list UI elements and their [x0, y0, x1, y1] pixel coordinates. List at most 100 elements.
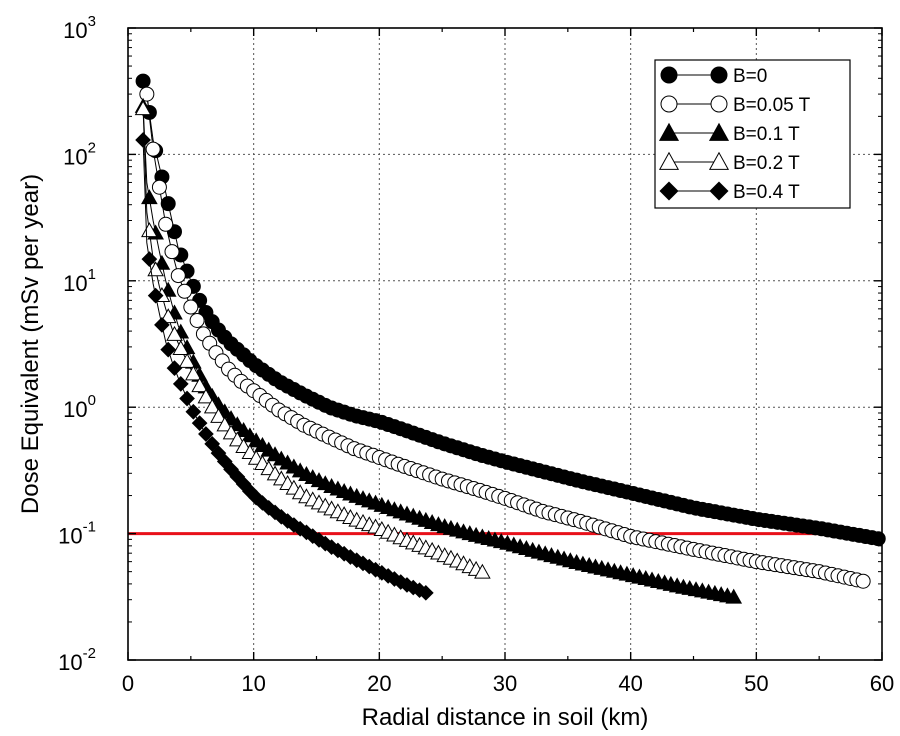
- legend-marker: [708, 122, 730, 141]
- y-tick-label: 102: [63, 139, 96, 169]
- data-point: [198, 426, 214, 442]
- data-point: [189, 312, 205, 328]
- legend-marker: [660, 95, 678, 113]
- legend: B=0 B=0.05 T B=0.1 T B=0.2 T B=0.4 T: [654, 59, 851, 209]
- y-tick-exponent: -1: [83, 519, 96, 536]
- data-point: [141, 251, 158, 267]
- y-tick-base: 10: [58, 650, 82, 675]
- y-tick-base: 10: [63, 397, 87, 422]
- y-tick-base: 10: [63, 18, 87, 43]
- data-point: [417, 584, 434, 601]
- y-tick-label: 10-2: [58, 645, 96, 675]
- data-point: [725, 588, 743, 604]
- data-point: [164, 244, 180, 260]
- y-axis-title: Dose Equivalent (mSv per year): [17, 174, 44, 514]
- data-point: [170, 268, 186, 284]
- data-point: [191, 377, 208, 393]
- data-point: [172, 340, 190, 355]
- y-tick-exponent: 2: [88, 139, 96, 156]
- legend-label: B=0.4 T: [733, 182, 800, 203]
- data-point: [172, 376, 189, 392]
- legend-marker: [710, 95, 728, 113]
- y-tick-exponent: 1: [88, 266, 96, 283]
- data-point: [185, 365, 202, 381]
- x-tick-label: 40: [618, 671, 642, 696]
- y-tick-base: 10: [58, 524, 82, 549]
- series-layer: [134, 73, 886, 604]
- legend-label: B=0.1 T: [733, 124, 800, 145]
- legend-label: B=0.05 T: [733, 95, 811, 116]
- data-point: [178, 352, 196, 368]
- legend-item: B=0: [660, 66, 767, 87]
- legend-label: B=0.2 T: [733, 153, 800, 174]
- legend-item: B=0.05 T: [660, 95, 811, 116]
- legend-marker: [710, 66, 728, 84]
- x-tick-label: 30: [493, 671, 517, 696]
- data-point: [191, 415, 208, 432]
- y-tick-exponent: -2: [83, 645, 96, 662]
- data-point: [204, 436, 221, 452]
- data-point: [160, 341, 177, 358]
- data-point: [183, 299, 199, 315]
- legend-marker: [658, 151, 680, 170]
- data-point: [229, 431, 246, 447]
- data-point: [855, 573, 871, 589]
- data-point: [216, 416, 234, 432]
- x-tick-label: 10: [241, 671, 265, 696]
- data-point: [177, 283, 193, 299]
- legend-item: B=0.2 T: [658, 151, 800, 174]
- legend-marker: [708, 151, 730, 170]
- data-point: [147, 287, 164, 304]
- y-tick-label: 103: [63, 13, 96, 43]
- data-point: [166, 360, 183, 376]
- y-tick-base: 10: [63, 271, 87, 296]
- data-point: [147, 261, 164, 277]
- data-point: [166, 325, 183, 341]
- series-0: [135, 73, 886, 547]
- legend-item: B=0.4 T: [659, 181, 800, 203]
- series-3: [134, 100, 491, 579]
- x-tick-label: 60: [870, 671, 894, 696]
- legend-marker: [709, 181, 729, 201]
- data-point: [474, 563, 491, 579]
- data-point: [135, 73, 151, 89]
- data-point: [145, 141, 161, 157]
- data-point: [159, 308, 177, 324]
- tick-layer: [127, 27, 883, 661]
- y-tick-exponent: 3: [88, 13, 96, 30]
- series-4: [135, 132, 434, 601]
- data-point: [154, 316, 170, 333]
- legend-marker: [659, 181, 679, 201]
- legend-label: B=0: [733, 66, 767, 87]
- x-tick-label: 20: [367, 671, 391, 696]
- data-point: [179, 390, 195, 407]
- legend-marker: [660, 66, 678, 84]
- y-tick-base: 10: [63, 144, 87, 169]
- data-point: [158, 216, 174, 232]
- data-point: [160, 196, 176, 212]
- y-tick-label: 10-1: [58, 519, 96, 549]
- data-point: [134, 100, 152, 116]
- data-point: [203, 398, 221, 414]
- y-tick-label: 100: [63, 392, 96, 422]
- series-1: [139, 86, 871, 589]
- data-point: [185, 403, 202, 420]
- legend-box: [654, 59, 851, 209]
- series-2: [134, 97, 743, 604]
- data-point: [210, 407, 227, 423]
- y-tick-label: 101: [63, 266, 96, 296]
- legend-marker: [658, 122, 680, 141]
- data-point: [139, 86, 155, 102]
- data-point: [197, 388, 215, 404]
- data-point: [151, 179, 167, 195]
- data-point: [141, 222, 158, 238]
- x-tick-label: 0: [122, 671, 134, 696]
- x-axis-title: Radial distance in soil (km): [362, 704, 649, 731]
- data-point: [135, 132, 151, 148]
- data-point: [222, 424, 240, 440]
- x-tick-label: 50: [744, 671, 768, 696]
- y-tick-exponent: 0: [88, 392, 96, 409]
